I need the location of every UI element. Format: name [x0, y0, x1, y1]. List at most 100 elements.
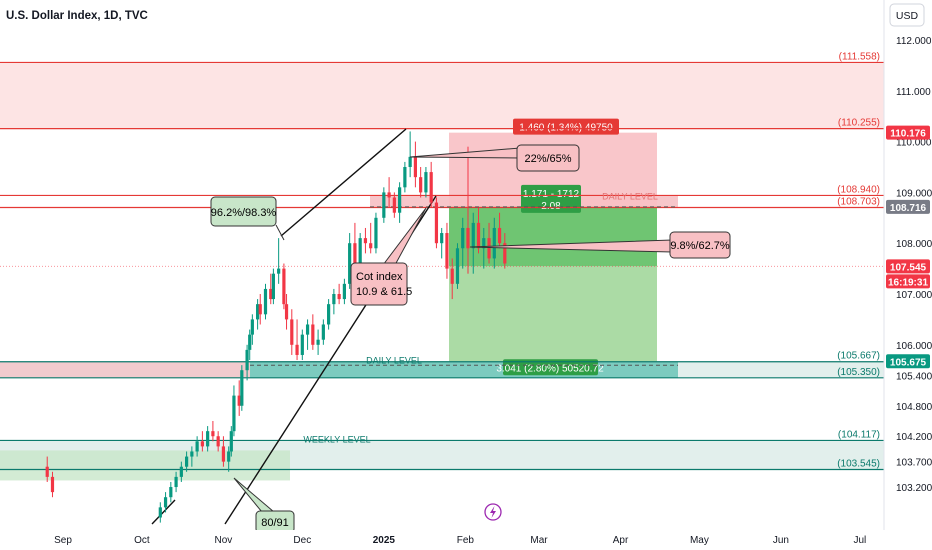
- candle[interactable]: [240, 365, 244, 411]
- candle-body: [337, 294, 341, 300]
- callout-e[interactable]: 80/91: [233, 477, 295, 534]
- candle[interactable]: [450, 258, 454, 300]
- candle[interactable]: [211, 421, 215, 442]
- candle[interactable]: [419, 167, 423, 198]
- callout-d-line2: 10.9 & 61.5: [356, 286, 412, 298]
- candle-body: [450, 268, 454, 284]
- candle[interactable]: [227, 446, 231, 472]
- candle[interactable]: [232, 385, 236, 437]
- candle[interactable]: [434, 197, 439, 249]
- callout-b[interactable]: 22%/65%: [409, 144, 580, 172]
- candle[interactable]: [245, 344, 249, 381]
- candle[interactable]: [398, 182, 402, 223]
- candle[interactable]: [374, 212, 378, 254]
- candle[interactable]: [482, 227, 486, 269]
- candle[interactable]: [277, 238, 281, 284]
- candle[interactable]: [163, 492, 168, 513]
- candle[interactable]: [440, 227, 444, 259]
- candle[interactable]: [471, 212, 475, 274]
- daily-level-zone-bottom-left: [0, 361, 250, 378]
- candle[interactable]: [363, 227, 368, 254]
- candle[interactable]: [174, 471, 178, 493]
- candle[interactable]: [216, 431, 220, 452]
- lightning-icon[interactable]: [484, 503, 502, 521]
- price-tag[interactable]: 107.545: [886, 259, 930, 274]
- candle[interactable]: [387, 177, 391, 208]
- time-tick-label: Jul: [853, 535, 866, 546]
- candle[interactable]: [382, 187, 386, 223]
- candle[interactable]: [248, 329, 252, 361]
- candle[interactable]: [348, 233, 352, 289]
- trend-line-upper[interactable]: [280, 128, 407, 237]
- candle[interactable]: [50, 471, 55, 498]
- currency-button[interactable]: USD: [889, 3, 925, 27]
- price-tick-label: 109.000: [896, 188, 932, 199]
- time-tick-label: Jun: [773, 535, 789, 546]
- candle[interactable]: [461, 217, 465, 269]
- callout-a[interactable]: 96.2%/98.3%: [210, 196, 285, 241]
- candle[interactable]: [305, 319, 310, 350]
- candle[interactable]: [271, 268, 275, 305]
- candle[interactable]: [403, 161, 407, 193]
- candle[interactable]: [190, 446, 194, 467]
- candle[interactable]: [300, 329, 304, 361]
- candle[interactable]: [258, 294, 262, 325]
- candle[interactable]: [282, 263, 286, 310]
- candle[interactable]: [424, 167, 428, 198]
- candle[interactable]: [342, 278, 346, 305]
- supply-zone-upper[interactable]: [0, 62, 884, 129]
- candle[interactable]: [503, 233, 507, 269]
- candle[interactable]: [185, 451, 189, 472]
- candle[interactable]: [455, 243, 460, 289]
- time-tick-label: Nov: [215, 535, 233, 546]
- candle[interactable]: [392, 192, 396, 218]
- candle[interactable]: [290, 309, 294, 355]
- candle[interactable]: [321, 319, 325, 345]
- candle[interactable]: [200, 431, 204, 452]
- candle[interactable]: [158, 502, 162, 523]
- candle[interactable]: [295, 319, 299, 361]
- candle[interactable]: [179, 461, 183, 482]
- candle[interactable]: [256, 299, 260, 330]
- position-stop-label-bg: [503, 359, 598, 376]
- candle[interactable]: [269, 273, 273, 305]
- candle[interactable]: [497, 212, 502, 249]
- candle[interactable]: [45, 456, 49, 482]
- candle[interactable]: [408, 131, 412, 178]
- candle[interactable]: [466, 146, 470, 274]
- candle[interactable]: [337, 283, 341, 305]
- candle[interactable]: [311, 314, 315, 350]
- callout-d[interactable]: Cot index 10.9 & 61.5: [350, 207, 427, 306]
- candle[interactable]: [413, 141, 417, 188]
- candle[interactable]: [487, 222, 491, 264]
- candle-body: [497, 227, 502, 244]
- price-tag[interactable]: 105.675: [886, 354, 930, 369]
- candle[interactable]: [445, 222, 449, 279]
- candle[interactable]: [476, 207, 481, 254]
- time-axis[interactable]: [0, 530, 884, 550]
- candle[interactable]: [221, 436, 226, 467]
- price-tag[interactable]: 108.716: [886, 199, 930, 214]
- position-stop-zone[interactable]: [449, 266, 657, 362]
- candle[interactable]: [263, 283, 268, 320]
- candle[interactable]: [229, 426, 233, 457]
- candle[interactable]: [250, 314, 254, 345]
- candle[interactable]: [332, 288, 336, 315]
- candle[interactable]: [492, 217, 496, 269]
- symbol-title[interactable]: U.S. Dollar Index, 1D, TVC: [6, 10, 148, 22]
- candle[interactable]: [195, 436, 199, 457]
- candle[interactable]: [169, 481, 173, 503]
- candle[interactable]: [369, 222, 373, 254]
- price-tag[interactable]: 110.176: [886, 125, 930, 140]
- candle[interactable]: [284, 294, 289, 330]
- candle[interactable]: [316, 329, 320, 355]
- price-tag[interactable]: 16:19:31: [886, 274, 930, 289]
- candle[interactable]: [237, 380, 241, 416]
- candle[interactable]: [429, 161, 433, 208]
- candle[interactable]: [327, 299, 331, 330]
- trend-line-left[interactable]: [151, 499, 176, 525]
- callout-c[interactable]: 9.8%/62.7%: [469, 231, 731, 259]
- candle[interactable]: [206, 426, 210, 452]
- daily-level-zone-bottom-mid: [250, 361, 678, 378]
